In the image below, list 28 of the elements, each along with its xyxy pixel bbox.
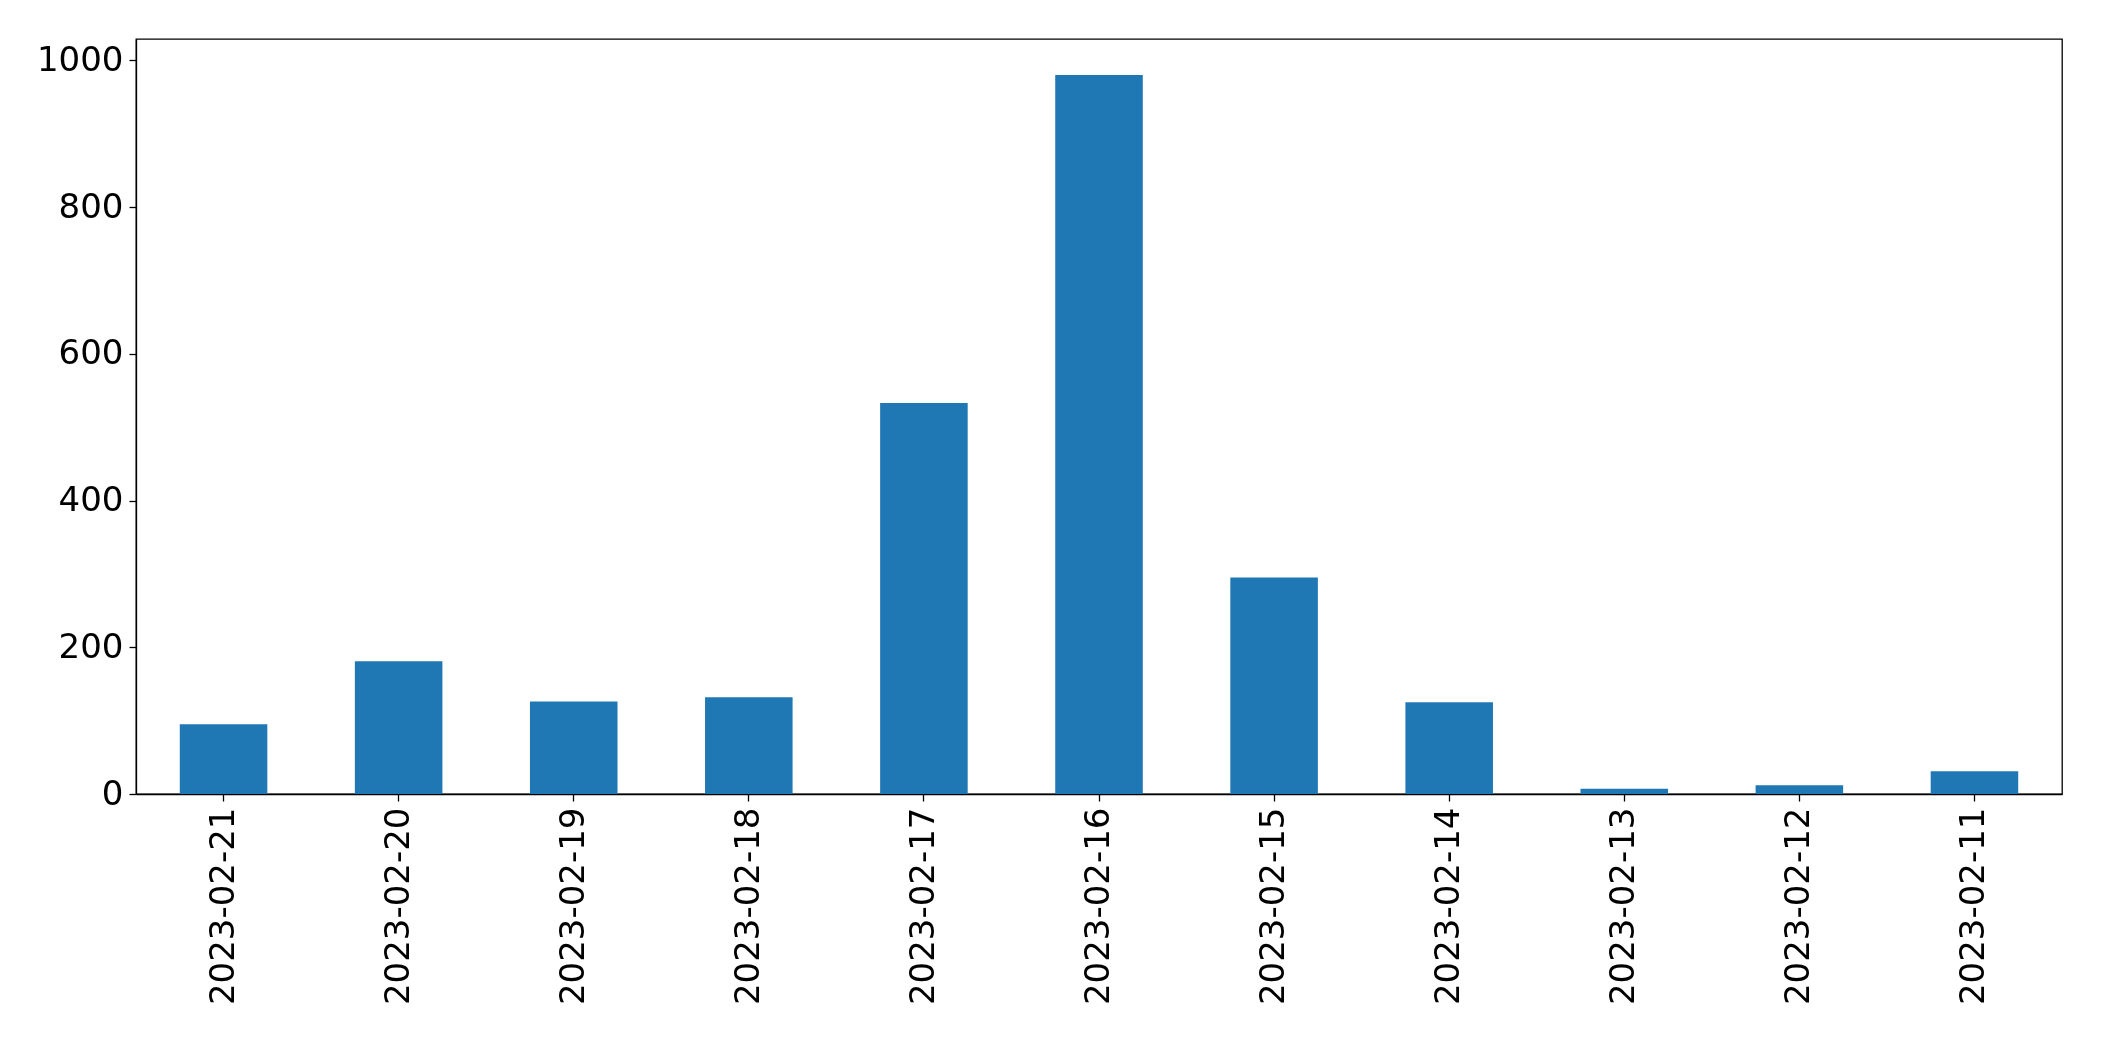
x-tick-label: 2023-02-11 — [1952, 807, 1993, 1006]
y-tick-label: 200 — [58, 625, 124, 666]
bar — [1405, 702, 1493, 794]
x-tick-label: 2023-02-16 — [1077, 807, 1117, 1006]
bar — [354, 661, 443, 794]
y-tick-label: 1000 — [36, 38, 124, 79]
bar — [1930, 771, 2019, 794]
bar — [705, 697, 793, 794]
x-tick-label: 2023-02-20 — [376, 807, 417, 1006]
x-tick-label: 2023-02-19 — [551, 807, 592, 1006]
y-tick-label: 600 — [58, 332, 124, 373]
x-tick-label: 2023-02-21 — [201, 807, 242, 1006]
x-tick-label: 2023-02-13 — [1602, 807, 1643, 1006]
bar — [1055, 74, 1143, 794]
y-tick-label: 0 — [101, 772, 124, 813]
bar — [1755, 785, 1844, 794]
y-tick-label: 400 — [58, 479, 124, 520]
bar — [1230, 577, 1318, 794]
x-tick-label: 2023-02-15 — [1252, 807, 1293, 1006]
bar — [880, 402, 968, 794]
x-tick-label: 2023-02-18 — [726, 807, 767, 1006]
bar — [1580, 788, 1669, 794]
x-tick-label: 2023-02-14 — [1427, 807, 1468, 1006]
bar — [179, 724, 268, 794]
x-tick-label: 2023-02-17 — [901, 807, 942, 1006]
y-tick-label: 800 — [58, 185, 124, 226]
bar — [529, 701, 618, 794]
x-tick-label: 2023-02-12 — [1777, 807, 1818, 1006]
